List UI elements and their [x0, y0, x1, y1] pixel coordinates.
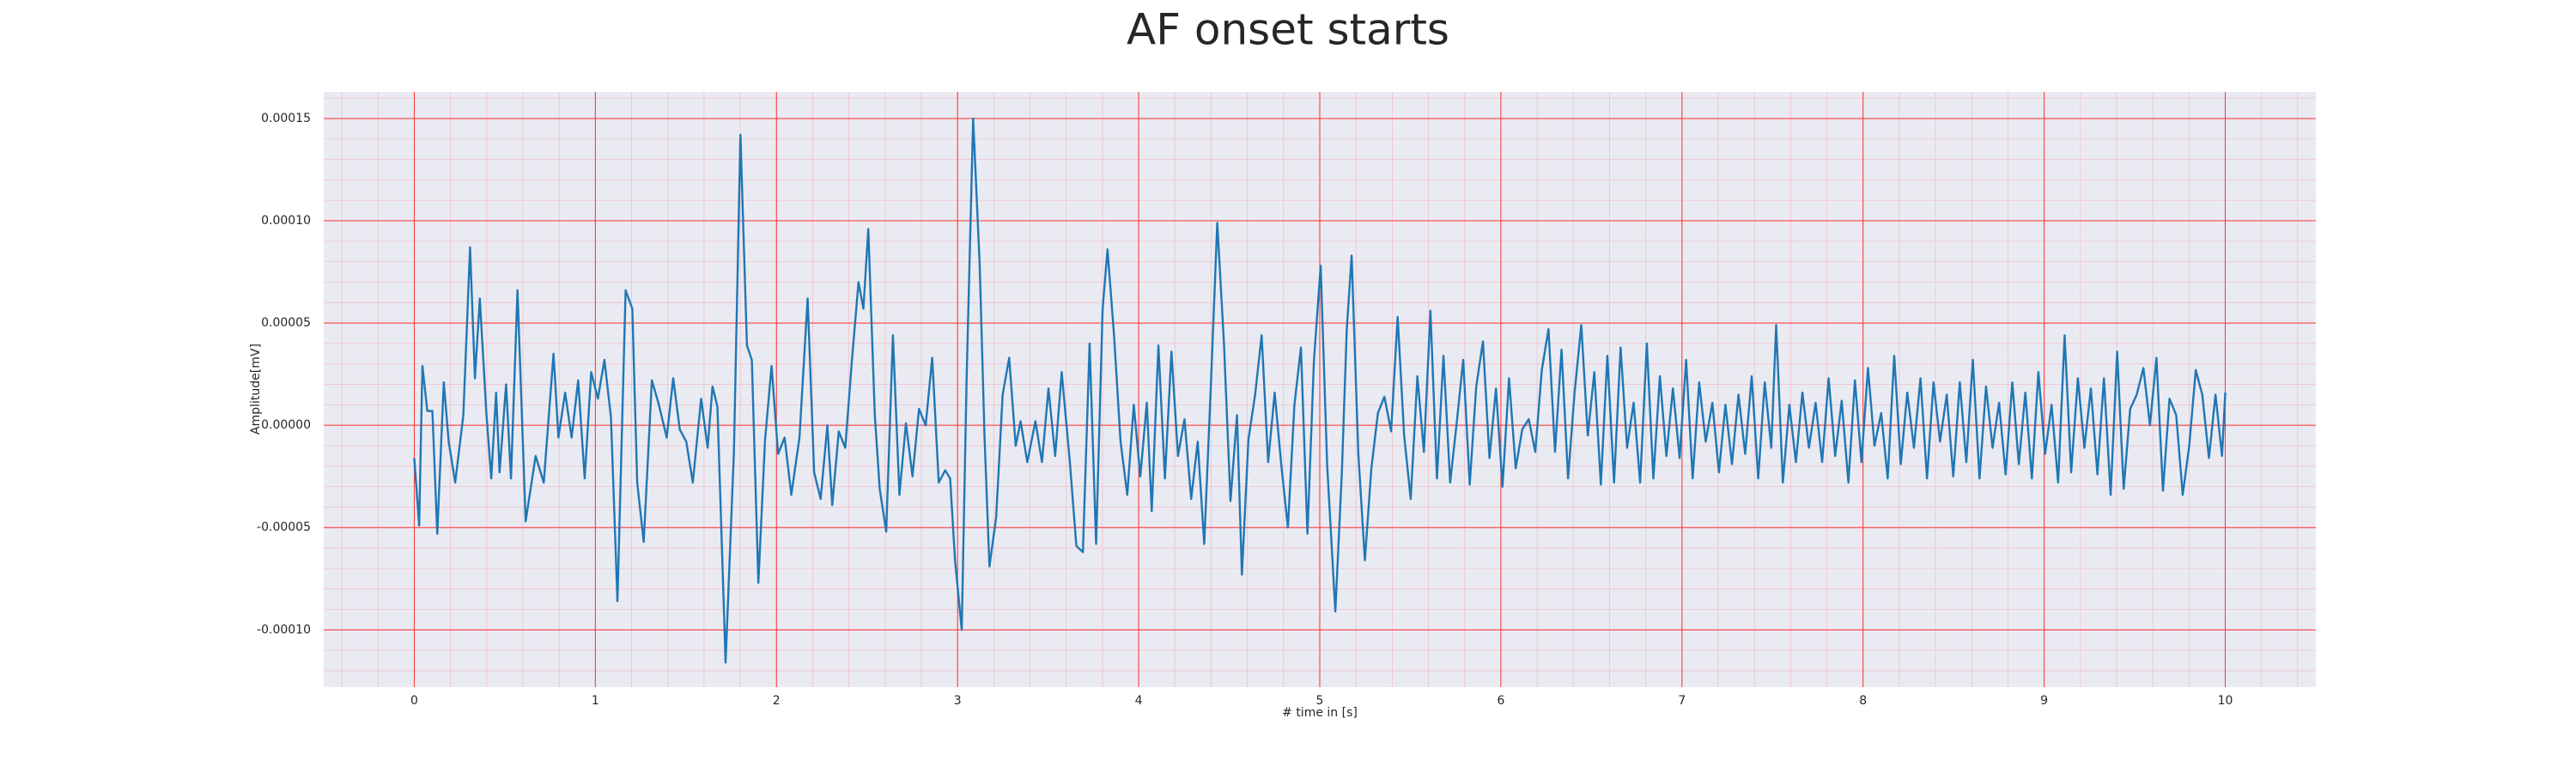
y-tick-label: 0.00010 [261, 214, 311, 228]
y-axis-label: Amplitude[mV] [249, 344, 263, 435]
x-tick-label: 5 [1316, 694, 1324, 708]
x-tick-label: 7 [1678, 694, 1686, 708]
x-tick-label: 6 [1497, 694, 1504, 708]
marks [413, 117, 2227, 664]
x-tick-label: 10 [2218, 694, 2233, 708]
x-tick-label: 9 [2040, 694, 2048, 708]
signal-line [413, 117, 2227, 664]
y-tick-label: -0.00010 [257, 623, 311, 636]
y-tick-label: 0.00015 [261, 112, 311, 125]
x-tick-label: 3 [954, 694, 962, 708]
grid [324, 92, 2316, 687]
x-tick-label: 4 [1135, 694, 1143, 708]
x-axis-label: # time in [s] [1282, 706, 1358, 720]
y-tick-label: 0.00005 [261, 316, 311, 330]
x-tick-label: 8 [1859, 694, 1867, 708]
x-tick-label: 1 [592, 694, 599, 708]
x-tick-label: 2 [773, 694, 781, 708]
labels: 0 1 2 3 4 5 6 7 8 9 10 -0.00010 -0.00005 0.00000 0.000… [257, 112, 2233, 708]
y-tick-label: 0.00000 [261, 418, 311, 432]
y-tick-label: -0.00005 [257, 520, 311, 534]
chart-title: AF onset starts [1127, 5, 1449, 55]
x-tick-label: 0 [410, 694, 418, 708]
